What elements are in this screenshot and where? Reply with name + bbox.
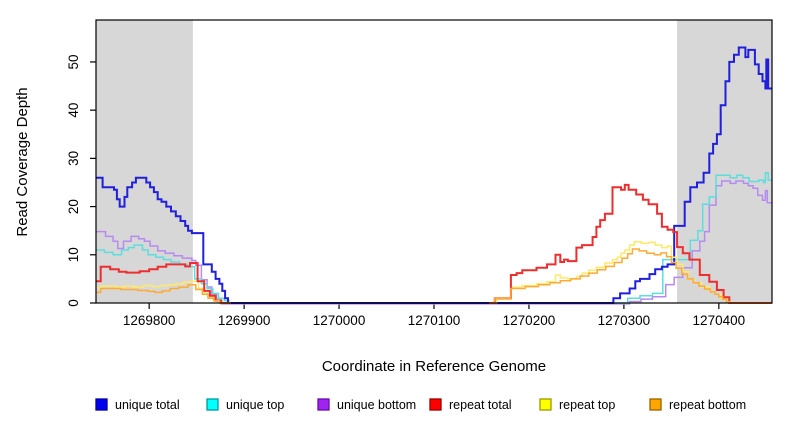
legend-label: unique top	[226, 398, 284, 412]
legend-label: repeat bottom	[669, 398, 746, 412]
repeat-top-swatch-icon	[539, 398, 552, 411]
legend-item-unique-bottom: unique bottom	[317, 398, 416, 412]
x-tick-label: 1269800	[123, 313, 176, 328]
y-tick-label: 30	[66, 151, 81, 166]
x-tick-label: 1270400	[693, 313, 746, 328]
series-repeat-bottom	[489, 248, 772, 304]
series-repeat-bottom	[96, 283, 231, 304]
legend-label: unique total	[115, 398, 180, 412]
axis-tick-labels: 1269800 1269900 1270000 1270100 1270200 12703…	[66, 54, 745, 328]
x-tick-label: 1270000	[313, 313, 366, 328]
legend-label: unique bottom	[337, 398, 416, 412]
y-tick-label: 20	[66, 199, 81, 214]
series-repeat-total	[489, 183, 772, 304]
legend-item-repeat-bottom: repeat bottom	[649, 398, 746, 412]
shaded-region-0	[96, 20, 193, 303]
y-tick-label: 10	[66, 247, 81, 262]
unique-total-swatch-icon	[95, 398, 108, 411]
series-unique-total	[96, 46, 772, 304]
y-tick-label: 50	[66, 54, 81, 69]
series-repeat-total	[96, 262, 231, 304]
legend-label: repeat top	[559, 398, 615, 412]
y-tick-label: 40	[66, 103, 81, 118]
x-tick-label: 1269900	[218, 313, 271, 328]
y-tick-label: 0	[66, 299, 81, 307]
series-unique-top	[96, 172, 772, 304]
legend: unique total unique top unique bottom repea…	[95, 398, 746, 412]
plot-box	[95, 19, 773, 304]
series-unique-bottom	[96, 180, 772, 305]
legend-item-repeat-total: repeat total	[429, 398, 512, 412]
legend-item-unique-total: unique total	[95, 398, 180, 412]
unique-bottom-swatch-icon	[317, 398, 330, 411]
legend-item-unique-top: unique top	[206, 398, 284, 412]
x-tick-label: 1270100	[408, 313, 461, 328]
legend-item-repeat-top: repeat top	[539, 398, 615, 412]
x-axis-label: Coordinate in Reference Genome	[322, 358, 546, 375]
unique-top-swatch-icon	[206, 398, 219, 411]
series-repeat-top	[491, 241, 772, 304]
repeat-total-swatch-icon	[429, 398, 442, 411]
x-tick-label: 1270300	[598, 313, 651, 328]
series-lines	[96, 46, 772, 305]
legend-label: repeat total	[449, 398, 512, 412]
x-tick-label: 1270200	[503, 313, 556, 328]
shaded-regions	[96, 20, 772, 303]
y-axis-label: Read Coverage Depth	[14, 87, 31, 236]
repeat-bottom-swatch-icon	[649, 398, 662, 411]
